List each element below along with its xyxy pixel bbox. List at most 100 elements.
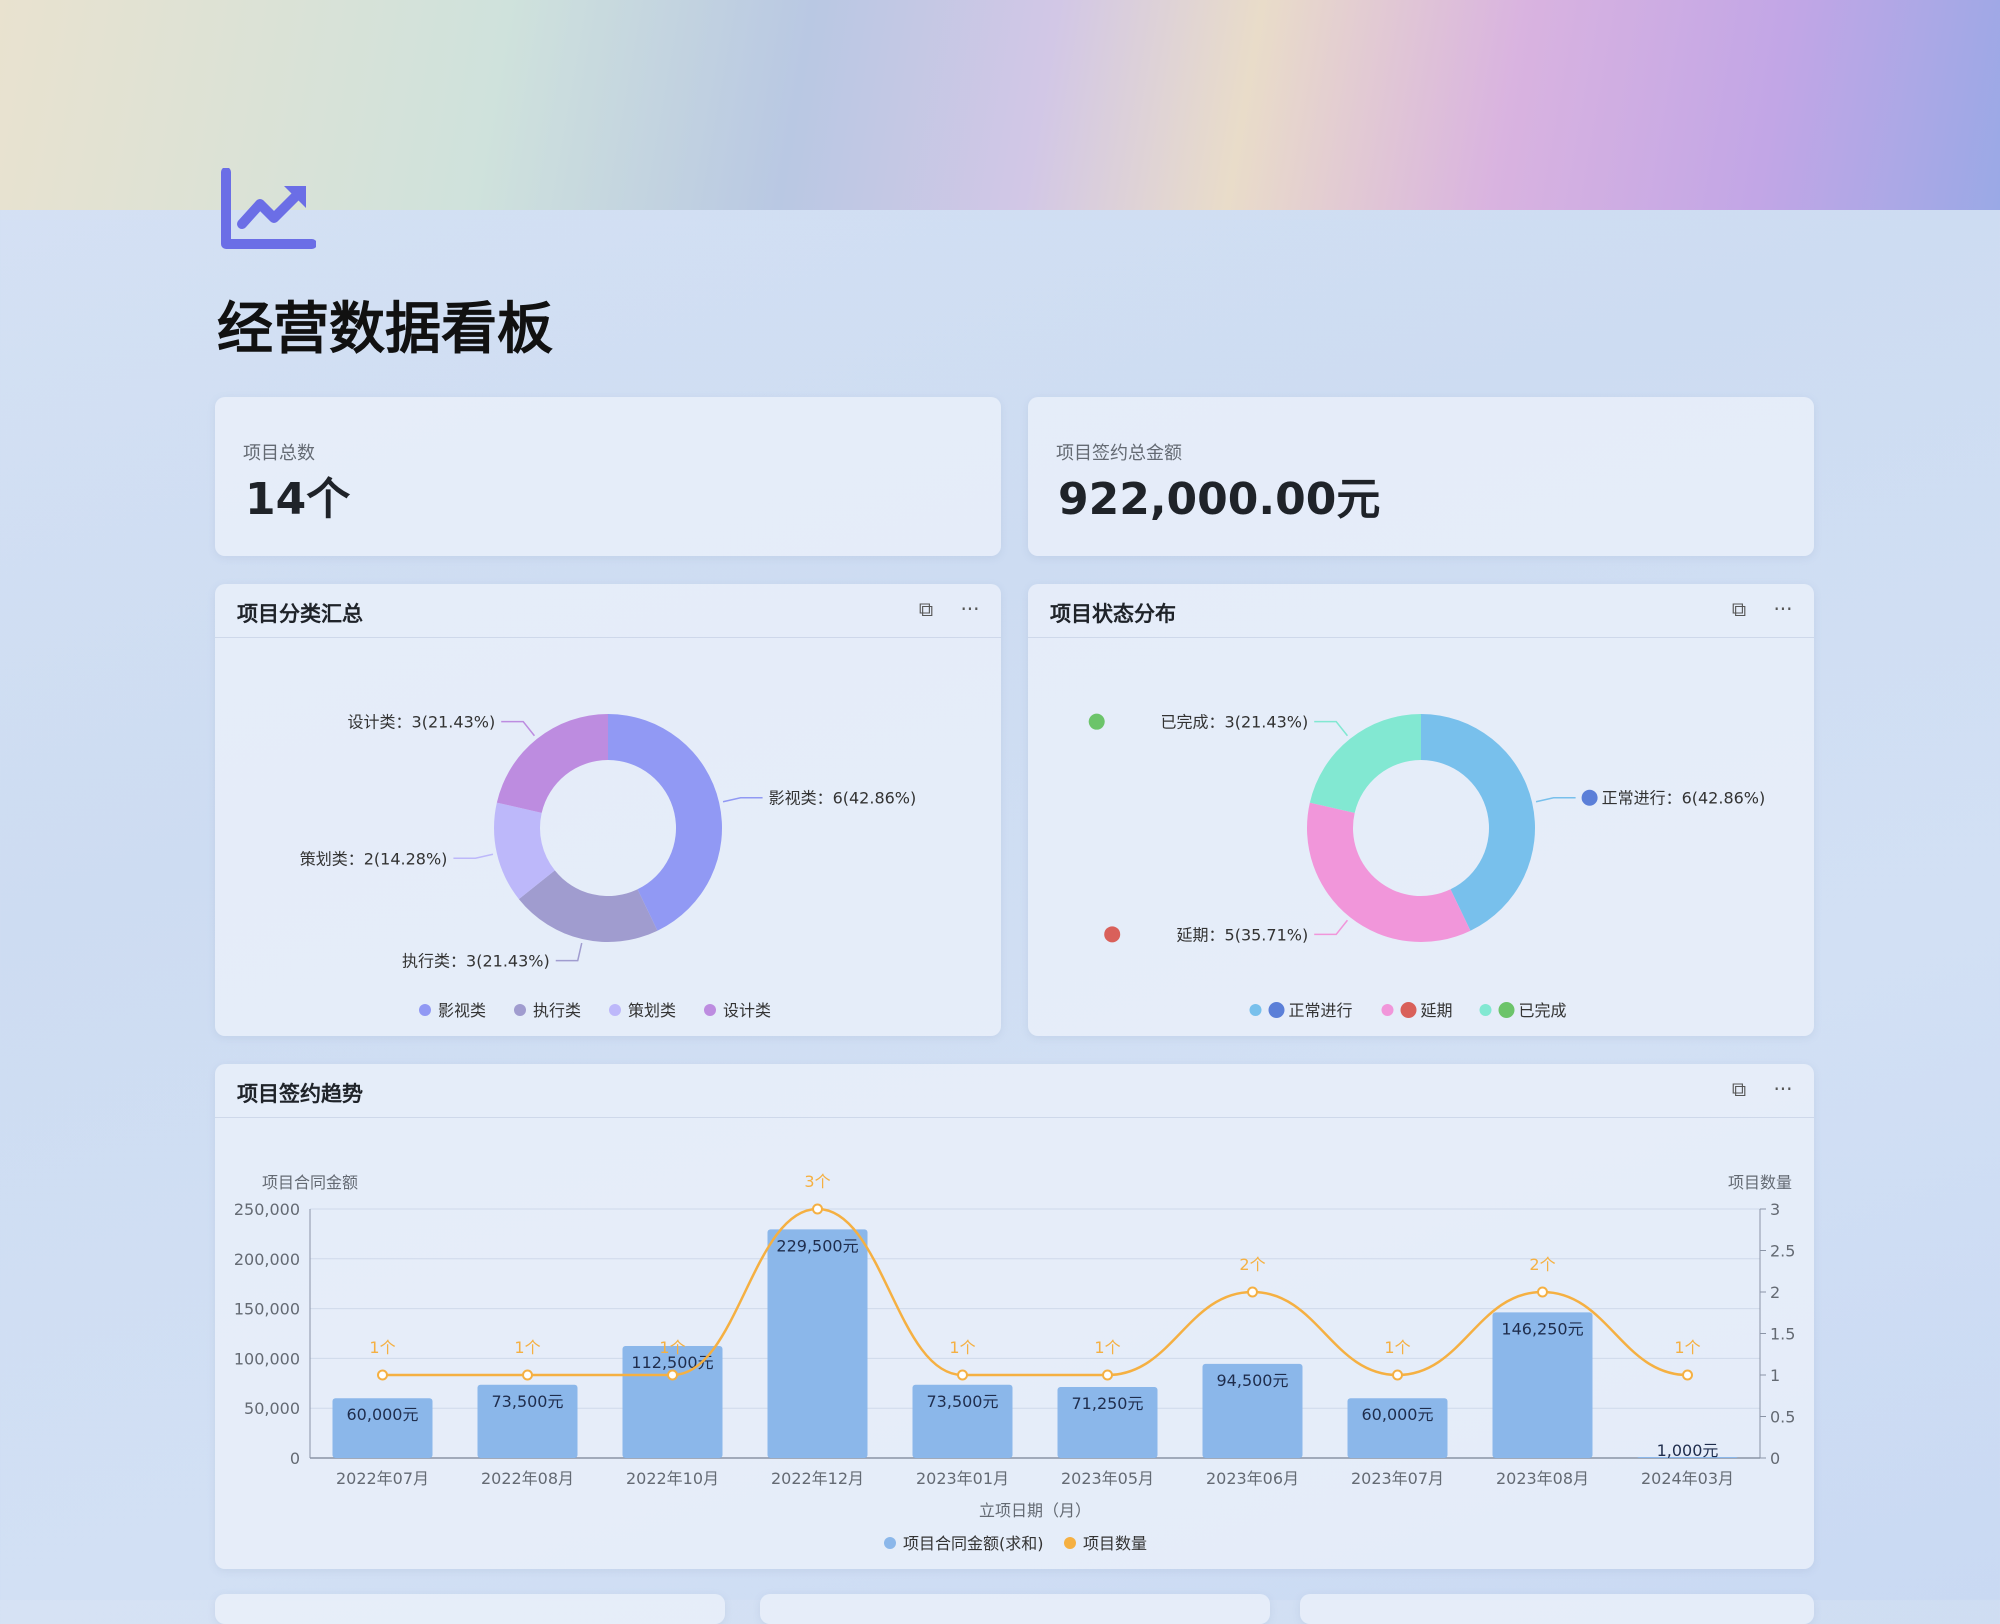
legend-marker xyxy=(884,1537,896,1549)
bar-label: 112,500元 xyxy=(631,1353,713,1372)
x-tick-label: 2022年08月 xyxy=(481,1469,574,1488)
legend-marker xyxy=(419,1004,431,1016)
header-banner xyxy=(0,0,2000,210)
x-tick-label: 2022年12月 xyxy=(771,1469,864,1488)
slice-label: 设计类：3(21.43%) xyxy=(348,713,496,732)
status-emoji-icon xyxy=(1400,1002,1417,1018)
kpi-card-total-amount: 项目签约总金额 922,000.00元 xyxy=(1028,397,1814,556)
x-tick-label: 2023年07月 xyxy=(1351,1469,1444,1488)
legend-label: 设计类 xyxy=(723,1001,771,1020)
x-tick-label: 2022年07月 xyxy=(336,1469,429,1488)
legend-label: 正常进行 xyxy=(1289,1001,1353,1020)
slice-label: 影视类：6(42.86%) xyxy=(769,789,917,808)
y-tick-label: 150,000 xyxy=(234,1300,300,1319)
legend-label: 策划类 xyxy=(628,1001,676,1020)
leader-line xyxy=(1535,796,1576,803)
kpi-value: 922,000.00元 xyxy=(1058,474,1381,525)
y2-tick-label: 3 xyxy=(1770,1200,1780,1219)
status-emoji-icon xyxy=(1268,1002,1285,1018)
legend-marker xyxy=(1479,1004,1492,1016)
external-link-icon[interactable]: ⧉ xyxy=(1731,1077,1747,1101)
line-point xyxy=(377,1369,388,1381)
line-point xyxy=(1537,1286,1548,1298)
legend-marker xyxy=(609,1004,621,1016)
more-icon[interactable]: ··· xyxy=(1773,597,1793,621)
bar-label: 73,500元 xyxy=(927,1392,999,1411)
pie-slice xyxy=(1309,714,1421,813)
y-axis-title: 项目合同金额 xyxy=(262,1173,358,1192)
y2-tick-label: 0 xyxy=(1770,1449,1780,1468)
kpi-label: 项目签约总金额 xyxy=(1056,443,1182,464)
legend-marker xyxy=(1064,1537,1076,1549)
x-tick-label: 2022年10月 xyxy=(626,1469,719,1488)
legend-label: 项目合同金额(求和) xyxy=(903,1534,1044,1553)
line-point xyxy=(667,1369,678,1381)
card-partial xyxy=(215,1594,725,1624)
more-icon[interactable]: ··· xyxy=(960,597,980,621)
bar-label: 73,500元 xyxy=(492,1392,564,1411)
line-label: 1个 xyxy=(1384,1338,1410,1357)
leader-line xyxy=(555,942,583,962)
more-icon[interactable]: ··· xyxy=(1773,1077,1793,1101)
bar-label: 60,000元 xyxy=(347,1405,419,1424)
legend-label: 执行类 xyxy=(533,1001,581,1020)
line-label: 1个 xyxy=(949,1338,975,1357)
legend-label: 项目数量 xyxy=(1083,1534,1147,1553)
card-header: 项目分类汇总 ⧉ ··· xyxy=(215,584,1001,638)
bar-label: 71,250元 xyxy=(1072,1394,1144,1413)
bar-label: 146,250元 xyxy=(1501,1319,1583,1338)
pie-slice xyxy=(493,802,555,900)
x-tick-label: 2023年06月 xyxy=(1206,1469,1299,1488)
card-partial xyxy=(760,1594,1270,1624)
bar-line-chart: 项目合同金额 项目数量050,000100,000150,000200,00025… xyxy=(234,1172,1796,1553)
card-title: 项目签约趋势 xyxy=(237,1082,363,1106)
series-line xyxy=(382,1207,1688,1377)
slice-label: 延期：5(35.71%) xyxy=(1177,925,1309,944)
external-link-icon[interactable]: ⧉ xyxy=(918,597,934,621)
y-tick-label: 200,000 xyxy=(234,1250,300,1269)
line-label: 2个 xyxy=(1529,1255,1555,1274)
bar-label: 229,500元 xyxy=(776,1236,858,1255)
bar xyxy=(767,1229,868,1458)
kpi-value: 14个 xyxy=(245,474,351,525)
slice-label: 已完成：3(21.43%) xyxy=(1161,713,1309,732)
y2-tick-label: 2 xyxy=(1770,1283,1780,1302)
pie-slice xyxy=(1421,714,1535,931)
x-tick-label: 2023年01月 xyxy=(916,1469,1009,1488)
x-tick-label: 2023年05月 xyxy=(1061,1469,1154,1488)
chart-card-trend: 项目签约趋势 ⧉ ··· 项目合同金额 项目数量 0 50,000 100,000 150… xyxy=(215,1064,1814,1569)
x-tick-label: 2023年08月 xyxy=(1496,1469,1589,1488)
bar xyxy=(477,1384,578,1458)
bar xyxy=(1637,1457,1738,1459)
legend-marker xyxy=(1249,1004,1262,1016)
legend-marker xyxy=(1381,1004,1394,1016)
external-link-icon[interactable]: ⧉ xyxy=(1731,597,1747,621)
slice-label: 策划类：2(14.28%) xyxy=(300,849,448,868)
line-label: 1个 xyxy=(1094,1338,1120,1357)
leader-line xyxy=(1314,720,1349,737)
card-partial xyxy=(1300,1594,1814,1624)
bar xyxy=(1492,1312,1593,1458)
page-title: 经营数据看板 xyxy=(217,297,553,362)
line-label: 3个 xyxy=(804,1172,830,1191)
legend-label: 延期 xyxy=(1421,1001,1453,1020)
line-label: 2个 xyxy=(1239,1255,1265,1274)
chart-card-category: 项目分类汇总 ⧉ ··· 影视类：6(42.86%) 执行类：3(21.43%) 策… xyxy=(215,584,1001,1036)
card-header: 项目状态分布 ⧉ ··· xyxy=(1028,584,1814,638)
trend-chart-icon xyxy=(221,168,316,249)
legend-marker xyxy=(704,1004,716,1016)
bar xyxy=(1202,1363,1303,1458)
slice-label: 正常进行：6(42.86%) xyxy=(1602,789,1766,808)
status-emoji-icon xyxy=(1581,789,1598,806)
line-point xyxy=(1102,1369,1113,1381)
bar xyxy=(1057,1387,1158,1458)
line-label: 1个 xyxy=(659,1338,685,1357)
chart-card-status: 项目状态分布 ⧉ ··· 正常进行：6(42.86%) 延期：5(35.71%) 已… xyxy=(1028,584,1814,1036)
line-point xyxy=(812,1203,823,1215)
line-point xyxy=(1392,1369,1403,1381)
pie-chart: 正常进行：6(42.86%) 延期：5(35.71%) 已完成：3(21.43%) 正… xyxy=(1088,713,1766,1020)
pie-slice xyxy=(608,714,723,931)
pie-chart: 影视类：6(42.86%) 执行类：3(21.43%) 策划类：2(14.28%) 设… xyxy=(300,713,917,1020)
y2-tick-label: 1 xyxy=(1770,1366,1780,1385)
bar-label: 1,000元 xyxy=(1657,1441,1719,1460)
